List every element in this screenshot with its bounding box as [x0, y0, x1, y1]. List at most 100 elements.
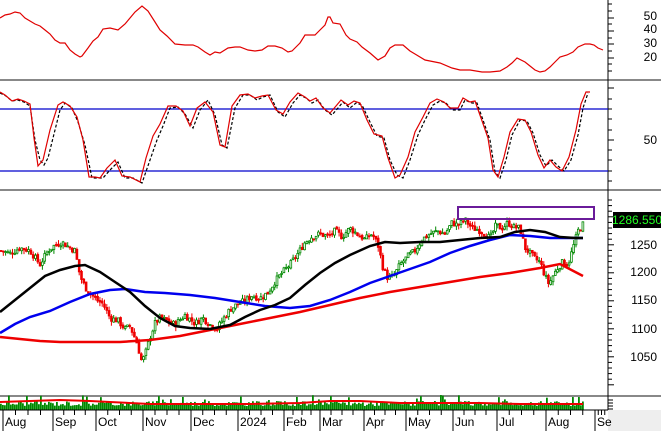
volume-bar	[352, 403, 354, 410]
volume-bar	[174, 403, 176, 410]
volume-bar	[180, 402, 182, 410]
volume-bar	[390, 401, 392, 410]
candle-body	[144, 348, 148, 356]
candle-body	[31, 254, 35, 259]
volume-bar	[62, 404, 64, 410]
volume-bar	[272, 402, 274, 410]
month-label: May	[408, 415, 431, 429]
volume-bar	[34, 401, 36, 410]
volume-bar	[512, 405, 514, 410]
candle-body	[473, 225, 477, 231]
volume-bar	[110, 402, 112, 410]
volume-bar	[104, 403, 106, 410]
candle-body	[445, 230, 449, 235]
volume-bar	[224, 403, 226, 410]
candle-body	[66, 245, 70, 248]
month-label: 2024	[240, 415, 267, 429]
volume-bar	[164, 402, 166, 410]
candle-body	[415, 248, 419, 254]
volume-bar	[4, 405, 6, 410]
candle-body	[319, 232, 322, 235]
candle-body	[413, 248, 417, 253]
volume-bar	[260, 405, 262, 410]
candle-body	[498, 222, 502, 230]
candle-body	[199, 317, 203, 325]
candle-body	[517, 224, 520, 228]
candle-body	[291, 257, 295, 260]
candle-body	[383, 269, 387, 271]
volume-bar	[504, 399, 506, 410]
candle-body	[287, 266, 290, 269]
volume-bar	[480, 403, 482, 410]
volume-bar	[22, 403, 24, 410]
volume-bar	[318, 399, 320, 410]
month-label: Jun	[455, 415, 474, 429]
candle-body	[330, 233, 334, 236]
candle-body	[117, 317, 120, 323]
candle-body	[73, 248, 76, 254]
volume-panel	[0, 395, 613, 410]
y-tick-label: 1150	[631, 293, 657, 307]
candle-body	[443, 232, 447, 235]
volume-bar	[446, 402, 448, 410]
candle-body	[305, 241, 309, 245]
volume-bar	[16, 404, 18, 410]
volume-bar	[236, 402, 238, 410]
candle-body	[61, 241, 65, 246]
volume-bar	[542, 403, 544, 410]
volume-bar	[292, 404, 294, 410]
candle-body	[374, 235, 378, 240]
volume-bar	[250, 403, 252, 410]
volume-bar	[530, 402, 532, 410]
volume-bar	[222, 403, 224, 410]
volume-bar	[210, 403, 212, 410]
candle-body	[519, 224, 523, 235]
volume-bar	[570, 405, 572, 410]
candle-body	[82, 278, 86, 284]
volume-bar	[252, 401, 254, 410]
candle-body	[264, 292, 267, 300]
candle-body	[450, 220, 454, 226]
candle-body	[461, 220, 465, 223]
volume-bar	[84, 401, 86, 410]
candle-body	[404, 256, 408, 261]
candle-body	[29, 249, 33, 255]
candle-body	[64, 242, 67, 248]
y-tick-label: 50	[644, 9, 658, 23]
candle-body	[6, 251, 10, 254]
candle-body	[277, 274, 281, 278]
y-tick-label: 1050	[630, 350, 657, 364]
candle-body	[567, 262, 571, 266]
volume-bar	[514, 403, 516, 410]
volume-bar	[544, 403, 546, 410]
candle-body	[342, 236, 345, 239]
candle-body	[179, 319, 182, 322]
volume-bar	[108, 401, 110, 410]
candle-body	[153, 320, 157, 332]
candle-body	[452, 220, 456, 227]
volume-bar	[402, 404, 404, 410]
candle-body	[448, 225, 451, 230]
candle-body	[323, 234, 327, 237]
candle-body	[41, 261, 44, 266]
volume-bar	[314, 404, 316, 410]
candle-body	[13, 252, 17, 255]
volume-bar	[466, 401, 468, 410]
volume-bar	[554, 401, 556, 410]
candle-body	[75, 248, 79, 260]
volume-bar	[282, 404, 284, 410]
candle-body	[402, 260, 405, 264]
candle-body	[505, 221, 509, 227]
candle-body	[52, 244, 56, 250]
candle-body	[96, 295, 99, 302]
month-label: Nov	[145, 415, 166, 429]
candle-body	[165, 317, 168, 321]
volume-bar	[26, 396, 28, 410]
volume-bar	[506, 401, 508, 410]
volume-bar	[444, 399, 446, 410]
volume-bar	[394, 402, 396, 410]
volume-bar	[12, 403, 14, 410]
candle-body	[289, 260, 293, 269]
y-tick-label: 20	[644, 50, 658, 64]
